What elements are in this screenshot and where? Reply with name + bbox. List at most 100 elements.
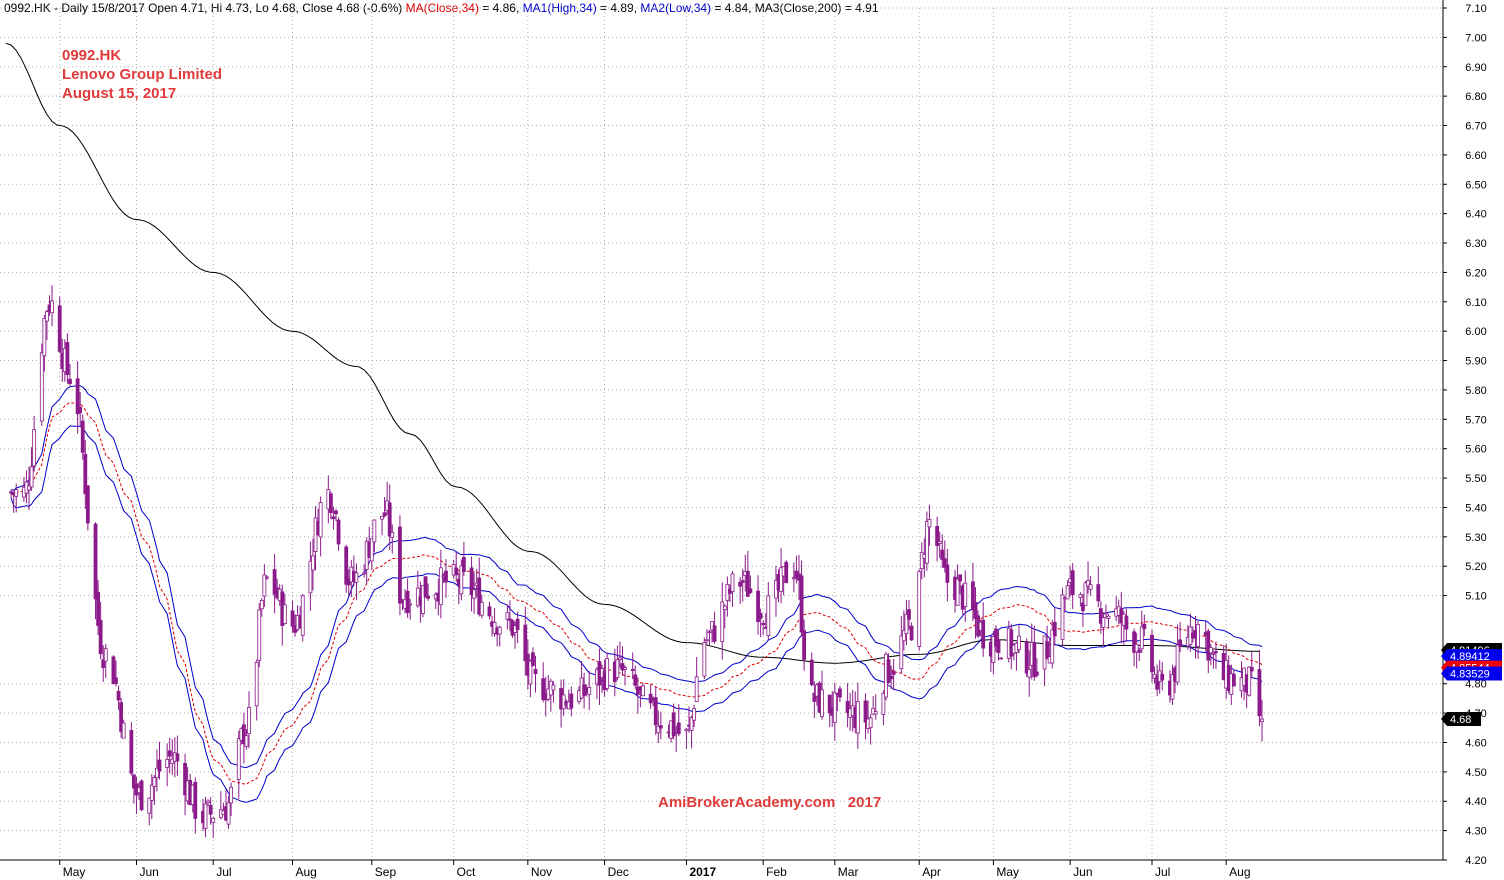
candle-body: [1150, 634, 1154, 673]
candle-body: [633, 674, 638, 686]
candle-body: [809, 659, 814, 686]
candle-body: [587, 686, 592, 695]
y-tick-label: 6.90: [1465, 62, 1486, 74]
watermark: AmiBrokerAcademy.com 2017: [658, 794, 882, 811]
candle-body: [1142, 623, 1147, 630]
candle-body: [438, 567, 443, 606]
candle-body: [873, 711, 878, 715]
candle-body: [331, 516, 336, 520]
candle-body: [740, 580, 745, 583]
candle-body: [469, 567, 474, 596]
candle-body: [779, 567, 783, 592]
candle-body: [1024, 641, 1029, 674]
candle-body: [472, 589, 477, 599]
candle-body: [971, 581, 975, 611]
y-tick-label: 6.30: [1465, 238, 1486, 250]
candle-body: [945, 564, 950, 583]
candle-body: [247, 706, 251, 734]
candle-body: [1065, 585, 1070, 600]
y-tick-label: 4.80: [1465, 679, 1486, 691]
candle-body: [121, 722, 126, 739]
ma-high-line: [10, 384, 1263, 769]
candle-body: [1175, 644, 1180, 683]
candle-body: [994, 628, 998, 647]
candle-body: [139, 780, 144, 811]
candle-body: [855, 701, 860, 734]
x-tick-label: 2017: [689, 865, 716, 879]
price-tag-label: 4.89412: [1450, 651, 1490, 663]
candle-body: [78, 407, 83, 414]
candle-body: [42, 317, 47, 357]
candle-body: [881, 692, 886, 715]
candle-body: [98, 619, 103, 655]
candle-body: [505, 612, 510, 620]
y-tick-label: 4.40: [1465, 796, 1486, 808]
candle-body: [1050, 629, 1055, 664]
candle-body: [459, 565, 464, 595]
y-tick-label: 5.30: [1465, 532, 1486, 544]
candle-body: [155, 767, 159, 778]
candle-body: [382, 512, 387, 517]
candle-body: [1070, 570, 1075, 596]
candle-body: [1155, 675, 1160, 690]
candle-body: [387, 502, 392, 537]
candle-body: [653, 697, 658, 726]
y-tick-label: 6.10: [1465, 297, 1486, 309]
candle-body: [398, 526, 402, 604]
x-tick-label: Nov: [531, 865, 552, 879]
candle-body: [886, 659, 891, 683]
candle-body: [937, 541, 942, 544]
candle-body: [996, 639, 1001, 653]
candle-body: [758, 613, 763, 619]
y-tick-label: 4.20: [1465, 855, 1486, 867]
candle-body: [45, 311, 49, 322]
candle-body: [1081, 602, 1085, 612]
y-tick-label: 6.70: [1465, 121, 1486, 133]
candle-body: [93, 523, 98, 600]
candle-body: [254, 661, 259, 707]
candle-body: [935, 526, 940, 546]
candle-body: [605, 658, 610, 689]
candle-body: [1009, 629, 1014, 657]
y-tick-label: 5.90: [1465, 356, 1486, 368]
candle-body: [868, 717, 873, 729]
candle-body: [65, 342, 70, 376]
ma-high-value: = 4.89,: [596, 1, 641, 15]
ma-close-value: = 4.86,: [478, 1, 523, 15]
y-tick-label: 5.50: [1465, 473, 1486, 485]
candle-body: [390, 531, 395, 538]
candles-group: [9, 285, 1264, 838]
candle-body: [85, 485, 90, 524]
candle-body: [712, 625, 717, 642]
candle-body: [1098, 608, 1103, 624]
candle-body: [615, 659, 620, 678]
ma200-group: [5, 42, 1260, 664]
y-tick-label: 6.00: [1465, 326, 1486, 338]
candle-body: [528, 660, 533, 685]
candle-body: [515, 618, 520, 630]
candle-body: [901, 630, 906, 642]
candle-body: [707, 631, 712, 634]
candle-body: [1208, 647, 1213, 654]
candle-body: [720, 601, 725, 642]
price-tag-bg: [1441, 649, 1502, 664]
candle-body: [618, 657, 622, 661]
candle-body: [863, 700, 868, 723]
ma-high-label: MA1(High,34): [522, 1, 597, 15]
symbol-info: 0992.HK - Daily 15/8/2017 Open 4.71, Hi …: [4, 1, 403, 15]
candle-body: [1027, 669, 1032, 678]
candle-body: [129, 730, 134, 774]
candle-body: [362, 572, 367, 575]
candle-body: [630, 668, 635, 671]
candle-body: [689, 717, 694, 731]
candle-body: [531, 652, 535, 666]
candle-body: [167, 750, 172, 757]
candle-body: [265, 576, 269, 579]
candle-body: [1045, 641, 1050, 659]
candle-body: [1034, 671, 1039, 676]
y-tick-label: 6.60: [1465, 150, 1486, 162]
candle-body: [1060, 594, 1065, 640]
candle-body: [1096, 584, 1101, 602]
chart-title-company: Lenovo Group Limited: [62, 66, 222, 83]
